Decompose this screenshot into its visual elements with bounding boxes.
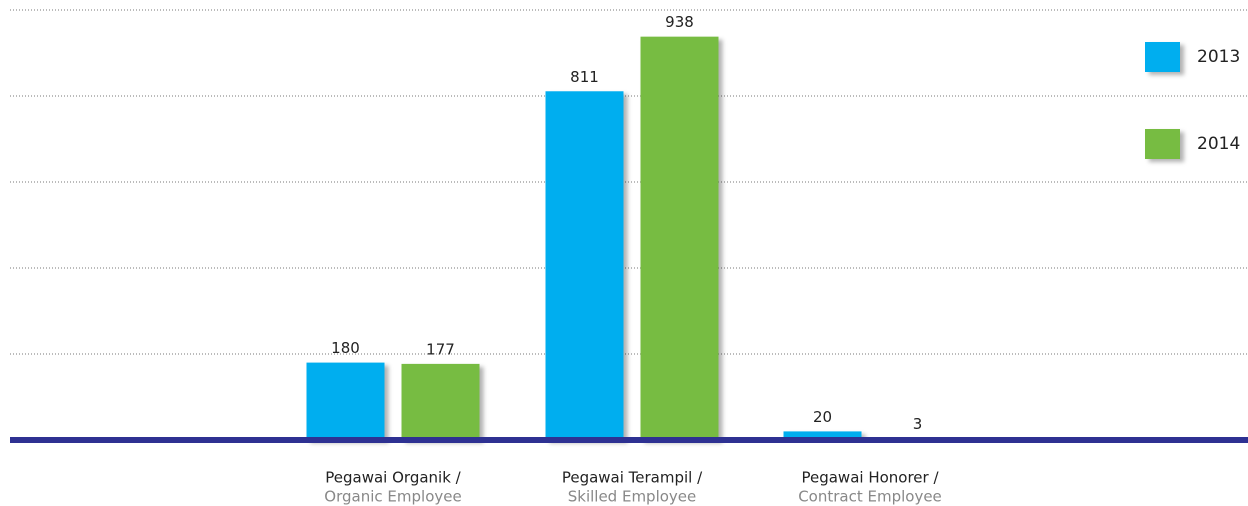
- data-label: 938: [665, 13, 694, 31]
- x-tick-sublabel: Skilled Employee: [568, 488, 697, 506]
- bar: [401, 363, 480, 440]
- data-label: 180: [331, 339, 360, 357]
- data-label: 3: [913, 415, 923, 433]
- x-tick-label: Pegawai Terampil /: [562, 469, 703, 487]
- data-label: 20: [813, 408, 832, 426]
- x-tick-label: Pegawai Organik /: [325, 469, 461, 487]
- legend-swatch: [1145, 42, 1180, 72]
- bar: [545, 91, 624, 441]
- x-tick-sublabel: Organic Employee: [324, 488, 461, 506]
- legend-label: 2014: [1197, 134, 1240, 154]
- x-tick-label: Pegawai Honorer /: [801, 469, 939, 487]
- legend-swatch: [1145, 129, 1180, 159]
- bar: [640, 36, 719, 440]
- data-label: 811: [570, 68, 599, 86]
- baseline: [10, 437, 1248, 443]
- bar: [306, 362, 385, 440]
- legend-label: 2013: [1197, 47, 1240, 67]
- bar: [783, 431, 862, 440]
- x-tick-sublabel: Contract Employee: [798, 488, 942, 506]
- data-label: 177: [426, 340, 455, 358]
